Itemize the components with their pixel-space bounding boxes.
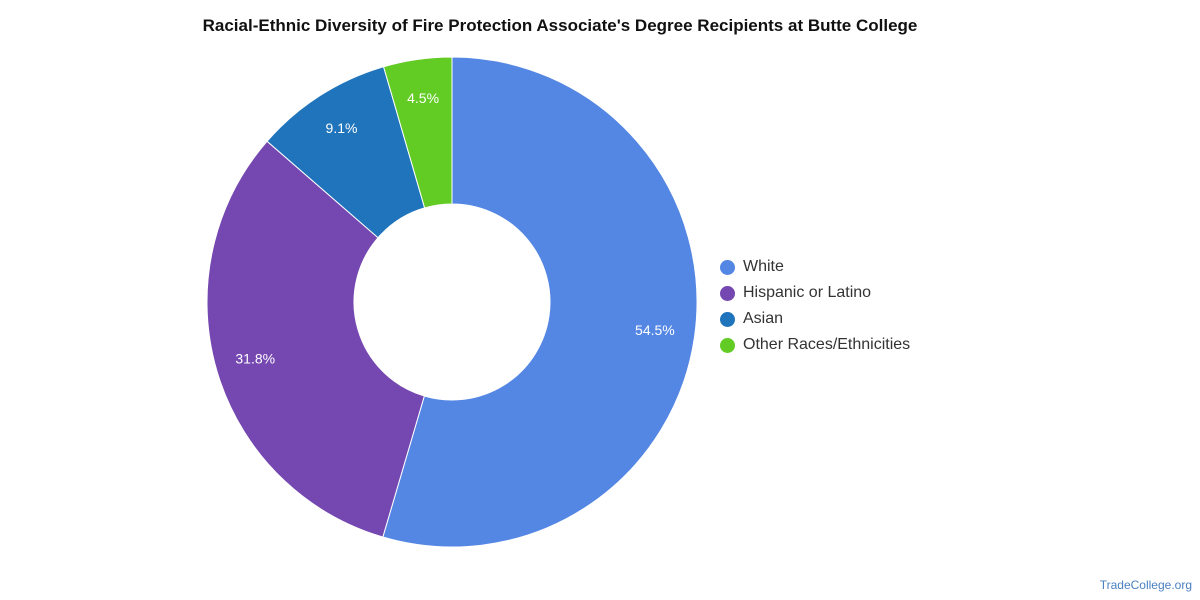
donut-slice-white[interactable] (382, 56, 698, 548)
chart-legend: White Hispanic or Latino Asian Other Rac… (720, 254, 910, 358)
data-label: 4.5% (407, 90, 439, 106)
legend-swatch (720, 311, 735, 327)
data-label: 54.5% (635, 322, 675, 338)
legend-item-other-races-ethnicities[interactable]: Other Races/Ethnicities (720, 332, 910, 358)
legend-label: Other Races/Ethnicities (743, 336, 911, 353)
legend-swatch (720, 259, 735, 275)
legend-item-white[interactable]: White (720, 254, 910, 280)
data-label: 9.1% (326, 120, 358, 136)
data-label: 31.8% (235, 350, 275, 366)
legend-label: White (743, 258, 784, 275)
donut-slice-other-races-ethnicities[interactable] (382, 56, 453, 209)
donut-slice-hispanic-or-latino[interactable] (206, 140, 425, 538)
legend-label: Asian (743, 310, 784, 327)
legend-swatch (720, 285, 735, 301)
chart-title: Racial-Ethnic Diversity of Fire Protecti… (202, 16, 918, 35)
source-credit[interactable]: TradeCollege.org (1099, 578, 1192, 592)
legend-item-asian[interactable]: Asian (720, 306, 910, 332)
legend-item-hispanic-or-latino[interactable]: Hispanic or Latino (720, 280, 910, 306)
legend-label: Hispanic or Latino (743, 284, 872, 301)
legend-swatch (720, 337, 735, 353)
